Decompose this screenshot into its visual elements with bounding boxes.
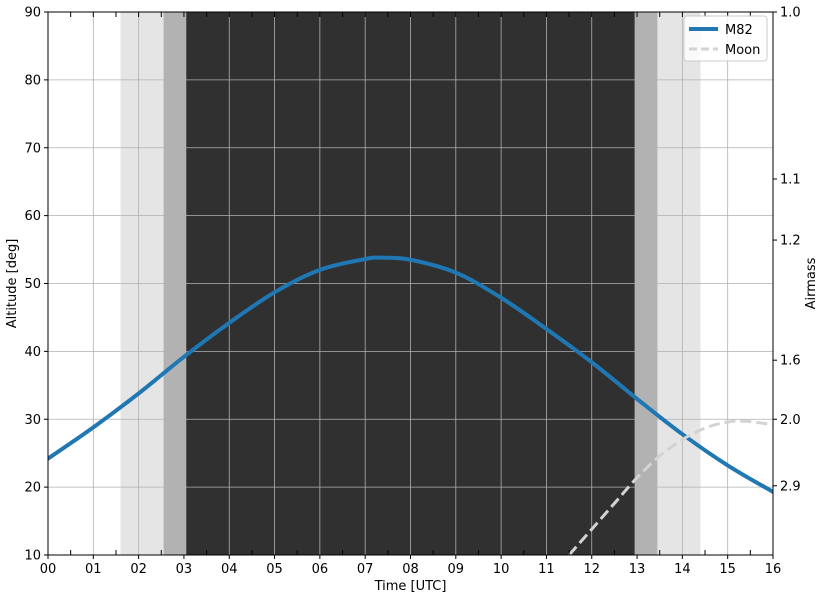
airmass-tick-label: 2.0 [780,413,801,428]
airmass-tick-label: 2.9 [780,479,801,494]
y-tick-label: 40 [24,345,41,360]
y-tick-label: 30 [24,413,41,428]
x-tick-label: 02 [130,562,147,577]
airmass-tick-label: 1.1 [780,172,801,187]
series-line-m82 [48,255,773,494]
x-tick-label: 11 [538,562,555,577]
y-tick-label: 20 [24,481,41,496]
legend: M82 Moon [683,15,768,62]
x-tick-label: 07 [357,562,374,577]
x-tick-label: 08 [402,562,419,577]
legend-label-moon: Moon [725,43,760,58]
x-tick-label: 14 [674,562,691,577]
x-tick-label: 01 [85,562,102,577]
y-tick-label: 60 [24,209,41,224]
y-tick-label: 70 [24,141,41,156]
axis-ticks: 00 01 02 03 04 05 06 07 08 09 10 11 12 13 14 15 16 10 20 30… [24,6,800,578]
x-tick-label: 12 [583,562,600,577]
x-tick-label: 03 [176,562,193,577]
y-tick-label: 80 [24,73,41,88]
x-tick-label: 10 [493,562,510,577]
y-tick-label: 10 [24,549,41,564]
airmass-tick-label: 1.0 [780,6,801,21]
x-tick-label: 05 [266,562,283,577]
airmass-tick-label: 1.6 [780,354,801,369]
x-tick-label: 13 [629,562,646,577]
x-tick-label: 04 [221,562,238,577]
series-line-moon [567,419,773,555]
y-axis-label: Altitude [deg] [5,239,20,329]
y-tick-label: 90 [24,6,41,21]
x-axis-label: Time [UTC] [374,579,447,594]
x-tick-label: 09 [448,562,465,577]
airmass-axis-label: Airmass [804,257,819,309]
x-tick-label: 00 [40,562,57,577]
data-series [48,255,773,555]
x-tick-label: 15 [719,562,736,577]
airmass-tick-label: 1.2 [780,234,801,249]
x-tick-label: 06 [312,562,329,577]
y-tick-label: 50 [24,277,41,292]
x-tick-label: 16 [765,562,782,577]
legend-label-m82: M82 [725,23,753,38]
